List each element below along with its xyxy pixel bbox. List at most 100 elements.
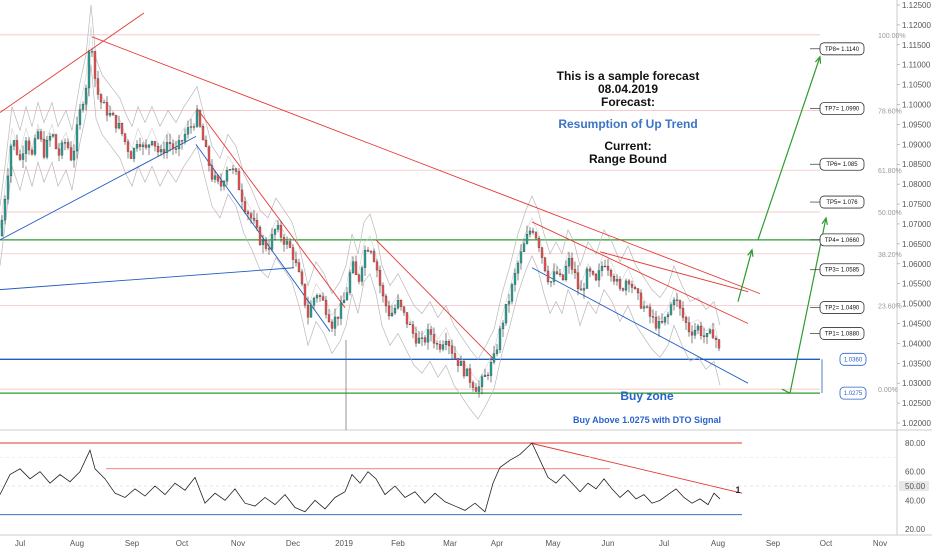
candle-body	[342, 299, 346, 304]
candle-body	[285, 241, 289, 245]
candle-body	[474, 387, 478, 392]
candle-body	[594, 274, 598, 281]
candle-body	[192, 126, 196, 128]
candle-body	[195, 110, 199, 127]
candle-body	[537, 238, 541, 248]
x-tick-label: Oct	[176, 539, 189, 548]
candle-body	[558, 273, 562, 275]
candle-body	[492, 353, 496, 363]
candle-body	[636, 288, 640, 294]
forecast-arrow	[789, 217, 827, 394]
candle-body	[222, 180, 226, 187]
band-mid	[0, 26, 721, 382]
candle-body	[297, 262, 301, 273]
target-box	[819, 301, 865, 314]
candle-body	[165, 142, 169, 153]
candle-body	[639, 292, 643, 309]
candle-body	[162, 149, 166, 153]
candle-body	[600, 265, 604, 271]
y-tick-label: 1.09500	[902, 120, 931, 129]
annotation-line-1: This is a sample forecast	[557, 69, 700, 83]
candle-body	[408, 323, 412, 326]
target-label: TP4= 1.0660	[825, 238, 860, 244]
resistance-trendline	[196, 108, 346, 308]
buy-zone-label: Buy zone	[620, 389, 674, 403]
fib-level-label: 23.60%	[878, 304, 902, 311]
candle-body	[543, 257, 547, 272]
candle-body	[684, 317, 688, 323]
candle-body	[471, 382, 475, 388]
candle-body	[243, 201, 247, 212]
fib-level-label: 50.00%	[878, 210, 902, 217]
target-box	[819, 42, 865, 56]
candle-body	[711, 329, 715, 339]
candle-body	[219, 181, 223, 187]
y-tick-label: 1.06000	[902, 260, 931, 269]
candle-body	[282, 237, 286, 245]
fib-level-label: 100.00%	[878, 33, 906, 40]
candle-body	[552, 271, 556, 282]
candle-body	[615, 279, 619, 282]
candle-body	[606, 265, 610, 271]
candle-body	[216, 175, 220, 182]
candle-body	[687, 322, 691, 333]
candle-body	[603, 265, 607, 268]
candle-body	[9, 145, 13, 177]
target-box	[819, 327, 865, 340]
candle-body	[81, 104, 85, 110]
candle-body	[375, 261, 379, 271]
candle-body	[372, 251, 376, 262]
candle-body	[153, 141, 157, 147]
candle-body	[3, 198, 7, 221]
candle-body	[168, 142, 172, 144]
y-tick-label: 1.07500	[902, 200, 931, 209]
candle-body	[717, 339, 721, 349]
candle-body	[72, 150, 76, 161]
candle-body	[210, 165, 214, 180]
candle-body	[189, 126, 193, 128]
candle-body	[456, 357, 460, 366]
candle-body	[384, 295, 388, 307]
candle-body	[45, 140, 49, 158]
target-label: TP7= 1.0990	[825, 107, 860, 113]
candle-body	[273, 229, 277, 235]
candle-body	[441, 344, 445, 350]
candle-body	[417, 337, 421, 344]
candle-body	[585, 268, 589, 289]
forecast-arrowhead	[821, 216, 828, 225]
candle-body	[0, 219, 4, 237]
candle-body	[573, 269, 577, 273]
candle-body	[555, 271, 559, 274]
fib-level-label: 78.60%	[878, 108, 902, 115]
y-tick-label: 1.08500	[902, 160, 931, 169]
candle-body	[597, 270, 601, 281]
candle-body	[264, 240, 268, 249]
candle-body	[651, 316, 655, 318]
candle-body	[198, 110, 202, 127]
candle-body	[276, 225, 280, 230]
candle-body	[666, 314, 670, 318]
y-tick-label: 1.12500	[902, 1, 931, 10]
candle-body	[213, 175, 217, 180]
candle-body	[387, 305, 391, 317]
candle-body	[327, 314, 331, 323]
fib-level-label: 0.00%	[878, 387, 898, 394]
candle-body	[12, 140, 16, 147]
candle-body	[444, 341, 448, 345]
x-tick-label: Oct	[820, 539, 833, 548]
candle-body	[435, 343, 439, 345]
buy-level-box	[839, 352, 867, 366]
candle-body	[42, 138, 46, 158]
candle-body	[123, 133, 127, 142]
rsi-trendline	[529, 442, 743, 494]
candle-body	[438, 344, 442, 350]
candle-body	[480, 376, 484, 387]
candle-body	[39, 131, 43, 140]
candle-body	[300, 271, 304, 285]
candle-body	[249, 213, 253, 219]
resistance-trendline	[599, 251, 749, 293]
candle-body	[114, 115, 118, 129]
rsi-line	[0, 442, 721, 513]
y-tick-label: 1.05000	[902, 300, 931, 309]
